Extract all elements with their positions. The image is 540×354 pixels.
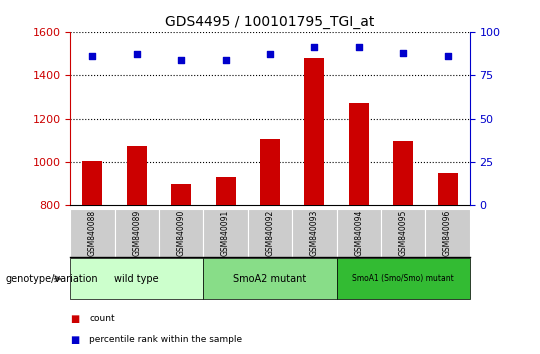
- Point: [221, 57, 230, 62]
- Text: SmoA1 (Smo/Smo) mutant: SmoA1 (Smo/Smo) mutant: [352, 274, 454, 283]
- Point: [132, 52, 141, 57]
- Point: [443, 53, 452, 59]
- Bar: [305, 58, 325, 205]
- Point: [177, 57, 186, 62]
- Point: [399, 50, 408, 56]
- Text: GSM840091: GSM840091: [221, 210, 230, 256]
- Bar: [127, 146, 147, 205]
- Text: GSM840088: GSM840088: [88, 210, 97, 256]
- Bar: [437, 173, 457, 205]
- Text: ■: ■: [70, 314, 79, 324]
- Title: GDS4495 / 100101795_TGI_at: GDS4495 / 100101795_TGI_at: [165, 16, 375, 29]
- Text: ■: ■: [70, 335, 79, 345]
- Bar: [260, 139, 280, 205]
- Bar: [349, 103, 369, 205]
- Point: [88, 53, 97, 59]
- Bar: [171, 184, 191, 205]
- Point: [354, 45, 363, 50]
- Bar: [215, 177, 235, 205]
- Text: GSM840096: GSM840096: [443, 210, 452, 256]
- Text: wild type: wild type: [114, 274, 159, 284]
- Text: GSM840089: GSM840089: [132, 210, 141, 256]
- Text: GSM840093: GSM840093: [310, 210, 319, 256]
- Point: [266, 52, 274, 57]
- Text: GSM840094: GSM840094: [354, 210, 363, 256]
- Text: genotype/variation: genotype/variation: [5, 274, 98, 284]
- Text: GSM840092: GSM840092: [266, 210, 274, 256]
- Text: SmoA2 mutant: SmoA2 mutant: [233, 274, 307, 284]
- Text: percentile rank within the sample: percentile rank within the sample: [89, 335, 242, 344]
- Bar: [393, 141, 413, 205]
- Text: GSM840090: GSM840090: [177, 210, 186, 256]
- Text: GSM840095: GSM840095: [399, 210, 408, 256]
- Bar: [83, 161, 103, 205]
- Point: [310, 45, 319, 50]
- Text: count: count: [89, 314, 114, 323]
